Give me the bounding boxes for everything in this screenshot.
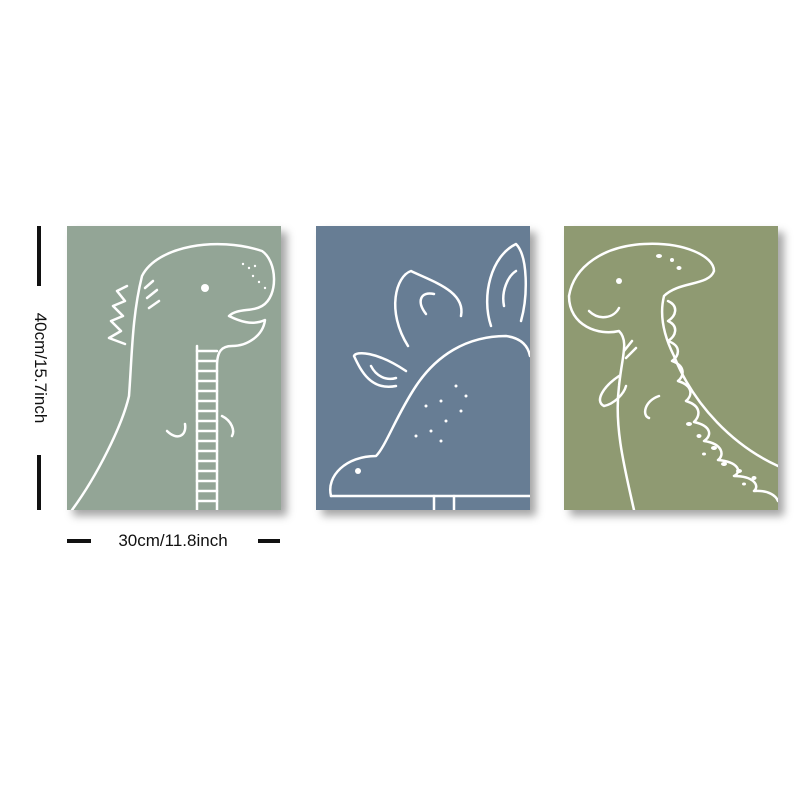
width-dimension-left-tick [67,539,91,543]
dinosaur-art-panel [564,226,778,510]
trex-art-panel [67,226,281,510]
panel-background [316,226,530,510]
width-dimension-label: 30cm/11.8inch [118,531,228,550]
height-dimension-top-tick [37,226,41,286]
height-dimension-bottom-tick [37,455,41,510]
dinosaur-illustration [564,226,778,510]
height-dimension-label: 40cm/15.7inch [31,312,50,424]
width-dimension-right-tick [258,539,280,543]
trex-illustration [67,226,281,510]
panel-background [564,226,778,510]
stegosaurus-illustration [316,226,530,510]
stegosaurus-art-panel [316,226,530,510]
